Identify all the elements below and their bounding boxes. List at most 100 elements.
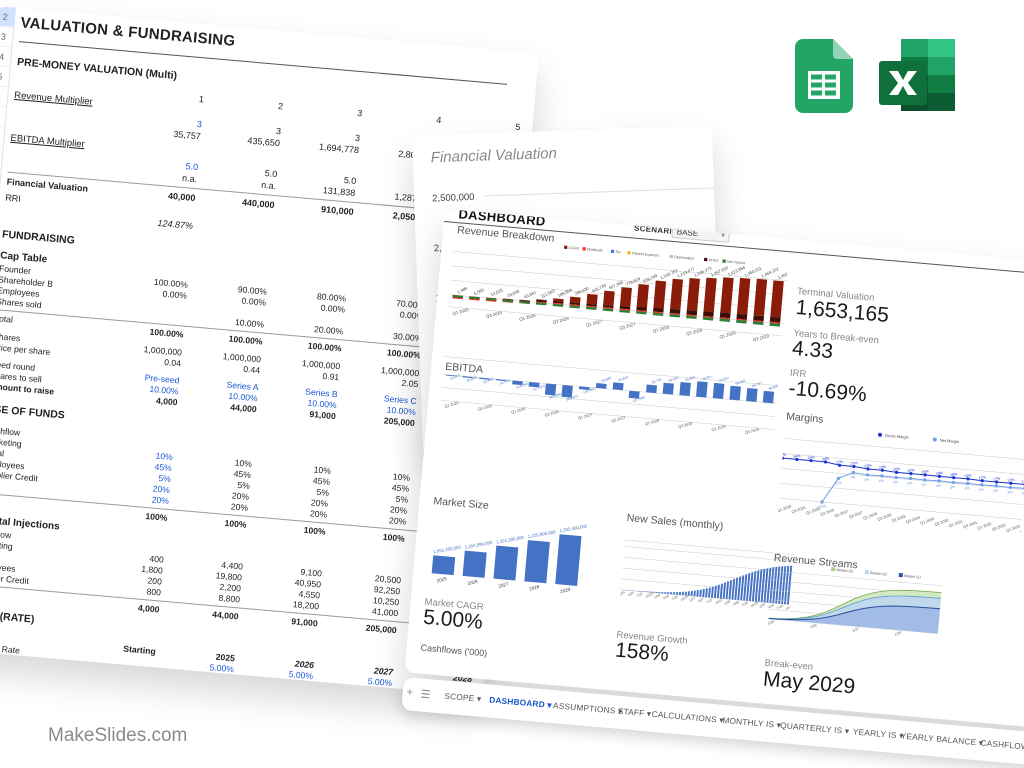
svg-text:27%: 27% — [850, 461, 859, 466]
svg-text:Q3 2027: Q3 2027 — [611, 416, 626, 424]
svg-text:Q1 2025: Q1 2025 — [452, 307, 470, 316]
svg-text:1,000,000: 1,000,000 — [446, 262, 451, 269]
svg-text:0: 0 — [439, 372, 440, 376]
svg-text:1,104,996,000: 1,104,996,000 — [464, 540, 493, 550]
svg-text:500,000: 500,000 — [446, 276, 449, 282]
svg-text:111,583: 111,583 — [540, 288, 556, 299]
svg-text:2025: 2025 — [436, 576, 448, 584]
svg-text:1,500: 1,500 — [619, 554, 623, 560]
svg-text:2,300: 2,300 — [619, 536, 624, 542]
svg-text:Q1 2025: Q1 2025 — [444, 401, 459, 409]
svg-text:0: 0 — [446, 292, 448, 297]
svg-text:19%: 19% — [950, 472, 959, 477]
svg-text:Q1 2029: Q1 2029 — [711, 424, 726, 432]
svg-text:Q3 2032: Q3 2032 — [991, 523, 1006, 532]
svg-text:1,051,200,500: 1,051,200,500 — [433, 544, 462, 554]
svg-text:2028: 2028 — [529, 584, 541, 592]
svg-text:Q3 2028: Q3 2028 — [686, 327, 704, 336]
svg-text:7/28: 7/28 — [741, 601, 749, 608]
svg-text:4/28: 4/28 — [732, 600, 740, 607]
svg-text:3%: 3% — [1007, 490, 1014, 495]
svg-text:3%: 3% — [893, 480, 900, 485]
svg-text:Q1 2026: Q1 2026 — [805, 507, 820, 516]
svg-text:1,296,373: 1,296,373 — [693, 265, 713, 278]
svg-text:Q3 2026: Q3 2026 — [552, 316, 570, 325]
svg-text:Q1 2029: Q1 2029 — [891, 514, 906, 523]
svg-text:4/27: 4/27 — [697, 597, 705, 604]
svg-text:19%: 19% — [936, 471, 945, 476]
svg-text:7/25: 7/25 — [636, 591, 644, 598]
svg-text:500: 500 — [619, 575, 621, 581]
svg-text:38,733: 38,733 — [651, 377, 662, 384]
svg-text:1,450,011: 1,450,011 — [744, 265, 763, 278]
svg-text:3%: 3% — [978, 487, 985, 492]
svg-text:Dividends: Dividends — [587, 247, 603, 252]
svg-text:Q3 2025: Q3 2025 — [477, 404, 492, 412]
svg-text:Q1 2028: Q1 2028 — [644, 419, 659, 427]
svg-text:4%: 4% — [993, 488, 1000, 493]
svg-text:3%: 3% — [864, 477, 871, 482]
svg-text:0%: 0% — [778, 465, 781, 471]
svg-text:4%: 4% — [907, 481, 914, 486]
svg-text:Stream (1): Stream (1) — [904, 574, 921, 579]
svg-text:23,844: 23,844 — [601, 376, 612, 383]
svg-text:1,283,400,000: 1,283,400,000 — [559, 523, 587, 533]
svg-text:1/26: 1/26 — [809, 623, 817, 629]
svg-text:Q3 2028: Q3 2028 — [877, 513, 892, 522]
svg-text:Q3 2029: Q3 2029 — [906, 516, 921, 525]
svg-text:Q3 2027: Q3 2027 — [619, 321, 637, 330]
svg-text:54,920: 54,920 — [668, 376, 679, 383]
svg-text:Q3 2025: Q3 2025 — [791, 506, 806, 515]
svg-text:23%: 23% — [879, 465, 888, 470]
svg-text:-50%: -50% — [778, 480, 779, 486]
svg-text:64,767: 64,767 — [752, 381, 763, 388]
svg-text:Gross Margin: Gross Margin — [885, 433, 909, 440]
svg-text:0: 0 — [619, 587, 620, 592]
svg-text:7/27: 7/27 — [706, 598, 714, 605]
svg-text:Q3 2029: Q3 2029 — [752, 333, 770, 342]
svg-text:76,997: 76,997 — [702, 374, 713, 381]
svg-text:Q1 2032: Q1 2032 — [977, 522, 992, 531]
svg-text:20%: 20% — [893, 467, 902, 472]
svg-text:27%: 27% — [836, 460, 845, 465]
svg-text:1/29: 1/29 — [759, 602, 767, 609]
svg-text:34%: 34% — [807, 455, 816, 460]
svg-text:1,357,630: 1,357,630 — [710, 265, 730, 278]
svg-text:2026: 2026 — [467, 579, 479, 587]
svg-text:Q1 2027: Q1 2027 — [834, 509, 849, 518]
svg-text:4/25: 4/25 — [627, 591, 635, 598]
svg-text:17%: 17% — [993, 476, 1002, 481]
svg-text:(500,000): (500,000) — [446, 303, 447, 310]
svg-text:OPEX: OPEX — [708, 258, 719, 263]
svg-text:65,892: 65,892 — [685, 375, 696, 382]
svg-text:1/26: 1/26 — [654, 593, 662, 600]
svg-text:Q3 2029: Q3 2029 — [744, 427, 759, 435]
svg-text:69,000: 69,000 — [735, 379, 746, 386]
svg-text:Q3 2026: Q3 2026 — [820, 508, 835, 517]
svg-text:4%: 4% — [935, 483, 942, 488]
svg-text:1,161,300,000: 1,161,300,000 — [496, 535, 525, 545]
svg-text:Q3 2026: Q3 2026 — [544, 410, 559, 418]
svg-text:Q1 2026: Q1 2026 — [511, 407, 526, 415]
svg-text:3%: 3% — [921, 482, 928, 487]
svg-text:7%: 7% — [850, 475, 857, 480]
svg-text:76,000: 76,000 — [718, 376, 729, 383]
svg-text:13,525: 13,525 — [490, 287, 504, 297]
svg-text:Q1 2027: Q1 2027 — [585, 318, 603, 327]
svg-text:COGS: COGS — [568, 246, 579, 251]
svg-text:17%: 17% — [978, 475, 987, 480]
svg-text:2027: 2027 — [498, 581, 510, 589]
svg-text:5,569: 5,569 — [473, 287, 485, 296]
svg-text:Q1 2030: Q1 2030 — [920, 517, 935, 526]
svg-text:-17%: -17% — [833, 481, 843, 487]
svg-text:1,000: 1,000 — [619, 564, 622, 570]
svg-text:1/27: 1/27 — [852, 627, 860, 633]
svg-text:Q3 2028: Q3 2028 — [678, 422, 693, 430]
svg-text:34%: 34% — [779, 452, 788, 457]
svg-text:Q3 2033: Q3 2033 — [1020, 526, 1024, 535]
svg-text:1/25: 1/25 — [767, 620, 775, 626]
svg-text:19%: 19% — [964, 473, 973, 478]
svg-text:Q1 2028: Q1 2028 — [863, 512, 878, 521]
svg-text:1/27: 1/27 — [688, 596, 696, 603]
svg-text:4%: 4% — [878, 478, 885, 483]
